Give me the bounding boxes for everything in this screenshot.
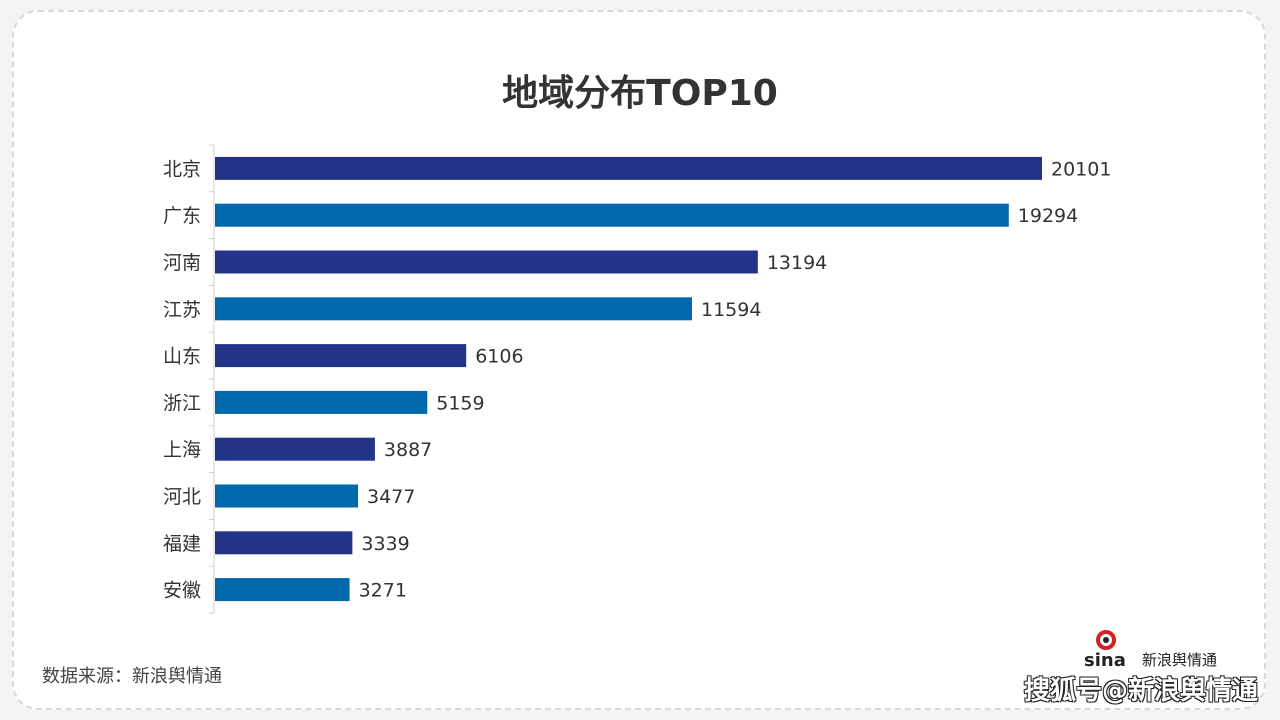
watermark: 搜狐号@新浪舆情通 [1024, 676, 1259, 706]
bar-河北 [215, 484, 359, 508]
bar-江苏 [215, 297, 693, 321]
category-label: 河北 [163, 486, 201, 508]
data-label: 5159 [436, 392, 484, 414]
data-label: 20101 [1051, 158, 1111, 180]
bar-广东 [215, 203, 1009, 227]
category-label: 山东 [163, 346, 201, 368]
data-label: 6106 [475, 346, 523, 368]
bar-河南 [215, 250, 758, 274]
bar-北京 [215, 156, 1042, 180]
category-label: 上海 [163, 439, 201, 461]
category-label: 广东 [163, 205, 201, 227]
bar-福建 [215, 531, 353, 555]
category-label: 安徽 [163, 580, 201, 602]
bar-山东 [215, 344, 467, 368]
data-source: 数据来源：新浪舆情通 [42, 666, 222, 687]
data-label: 3477 [367, 486, 415, 508]
data-label: 11594 [701, 299, 761, 321]
svg-text:sina: sina [1084, 650, 1126, 670]
category-label: 北京 [163, 158, 201, 180]
data-label: 13194 [767, 252, 827, 274]
category-label: 浙江 [163, 392, 201, 414]
data-label: 3339 [361, 533, 409, 555]
svg-text:新浪舆情通: 新浪舆情通 [1142, 651, 1217, 669]
bar-安徽 [215, 578, 350, 602]
category-label: 河南 [163, 252, 201, 274]
bar-浙江 [215, 390, 428, 414]
sina-logo-icon: sina 新浪舆情通 [1084, 630, 1217, 670]
category-label: 福建 [163, 533, 201, 555]
category-label: 江苏 [163, 299, 201, 321]
chart-title: 地域分布TOP10 [502, 73, 778, 114]
data-label: 3887 [384, 439, 432, 461]
bar-上海 [215, 437, 375, 461]
data-label: 3271 [359, 580, 407, 602]
data-label: 19294 [1018, 205, 1078, 227]
